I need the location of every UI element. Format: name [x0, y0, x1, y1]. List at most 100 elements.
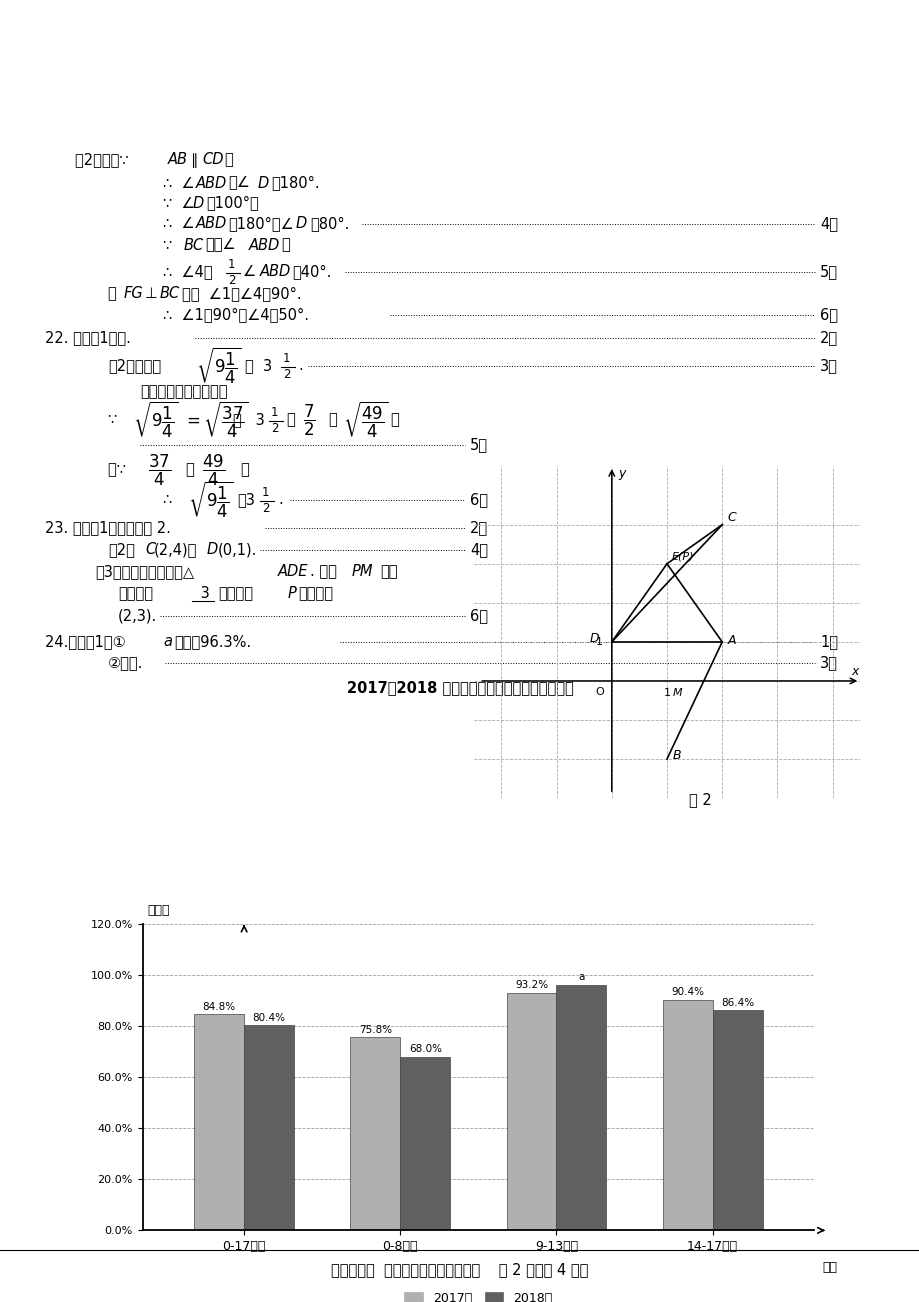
Text: ＝: ＝ [328, 413, 336, 427]
Text: ，: ， [280, 237, 289, 253]
Text: $\dfrac{7}{2}$: $\dfrac{7}{2}$ [302, 402, 315, 437]
Text: 24.解：（1）①: 24.解：（1）① [45, 634, 135, 650]
Text: $\sqrt{9\dfrac{1}{4}}$: $\sqrt{9\dfrac{1}{4}}$ [133, 400, 178, 440]
Text: 平分∠: 平分∠ [205, 237, 235, 253]
Text: （2）解：∵: （2）解：∵ [75, 152, 133, 168]
Text: 6分: 6分 [470, 492, 487, 508]
Text: $\sqrt{9\dfrac{1}{4}}$: $\sqrt{9\dfrac{1}{4}}$ [187, 479, 233, 521]
Text: ，: ， [223, 152, 233, 168]
Text: ABD: ABD [249, 237, 280, 253]
Text: O: O [595, 687, 604, 697]
Text: $\dfrac{37}{4}$: $\dfrac{37}{4}$ [148, 452, 171, 488]
Text: E(P): E(P) [671, 552, 693, 562]
Legend: 2017年, 2018年: 2017年, 2018年 [399, 1286, 557, 1302]
Text: ＝80°.: ＝80°. [310, 216, 349, 232]
Text: 5分: 5分 [819, 264, 837, 280]
Text: (0,1).: (0,1). [218, 543, 257, 557]
Text: 93.2%: 93.2% [515, 980, 548, 991]
Text: 4分: 4分 [819, 216, 837, 232]
Text: BC: BC [184, 237, 204, 253]
Text: ，   3: ， 3 [233, 413, 265, 427]
Text: 七年级期末  数学试卷答案及评分参考    第 2 页（共 4 页）: 七年级期末 数学试卷答案及评分参考 第 2 页（共 4 页） [331, 1263, 588, 1277]
Text: （2）结论：: （2）结论： [108, 358, 161, 374]
Text: 1: 1 [663, 689, 670, 698]
Text: $=\sqrt{\dfrac{37}{4}}$: $=\sqrt{\dfrac{37}{4}}$ [183, 400, 249, 440]
Text: (2,3).: (2,3). [118, 608, 157, 624]
Text: 2: 2 [271, 423, 278, 435]
Bar [400, 1057, 449, 1230]
Text: a: a [163, 634, 172, 650]
Text: x: x [850, 665, 857, 677]
Text: ②补图.: ②补图. [108, 655, 143, 671]
Bar [662, 1000, 712, 1230]
Text: ∠: ∠ [243, 264, 255, 280]
Text: $\sqrt{\dfrac{49}{4}}$: $\sqrt{\dfrac{49}{4}}$ [343, 400, 388, 440]
Text: 3: 3 [196, 586, 214, 602]
Text: 2: 2 [228, 275, 235, 288]
Text: C: C [145, 543, 155, 557]
Text: ∴: ∴ [163, 492, 181, 508]
Text: M: M [672, 689, 681, 698]
Text: ADE: ADE [278, 565, 308, 579]
Text: ，: ， [240, 462, 248, 478]
Text: （3）画出符合题意的△: （3）画出符合题意的△ [95, 565, 194, 579]
Text: ∴  ∠1＝90°－∠4＝50°.: ∴ ∠1＝90°－∠4＝50°. [163, 307, 309, 323]
Text: 2分: 2分 [470, 521, 488, 535]
Bar [350, 1038, 400, 1230]
Text: ∥: ∥ [190, 152, 198, 168]
Text: 1: 1 [271, 405, 278, 418]
Text: 80.4%: 80.4% [253, 1013, 285, 1023]
Text: 4分: 4分 [470, 543, 487, 557]
Text: ∴  ∠: ∴ ∠ [163, 176, 195, 190]
Text: AB: AB [168, 152, 187, 168]
Text: ＜: ＜ [185, 462, 194, 478]
Text: D: D [207, 543, 218, 557]
Text: ＋∠: ＋∠ [228, 176, 250, 190]
Text: ∴  ∠: ∴ ∠ [163, 216, 195, 232]
Text: $\dfrac{49}{4}$: $\dfrac{49}{4}$ [202, 452, 225, 488]
Text: 年龄: 年龄 [821, 1260, 836, 1273]
Text: 22. 解：（1）二.: 22. 解：（1）二. [45, 331, 130, 345]
Bar [506, 992, 556, 1230]
Text: 2分: 2分 [819, 331, 837, 345]
Text: 5分: 5分 [470, 437, 487, 453]
Text: 23. 解：（1）画图见图 2.: 23. 解：（1）画图见图 2. [45, 521, 171, 535]
Text: BC: BC [160, 286, 180, 302]
Text: 最大值为: 最大值为 [118, 586, 153, 602]
Text: ∵  ∠: ∵ ∠ [163, 195, 195, 211]
Text: 由: 由 [108, 286, 121, 302]
Text: 75.8%: 75.8% [358, 1025, 391, 1035]
Text: ＜3: ＜3 [237, 492, 255, 508]
Text: ＝40°.: ＝40°. [291, 264, 331, 280]
Text: .: . [278, 492, 282, 508]
Text: P: P [288, 586, 297, 602]
Text: $\sqrt{9\dfrac{1}{4}}$: $\sqrt{9\dfrac{1}{4}}$ [196, 346, 242, 387]
Text: 百分比: 百分比 [147, 904, 170, 917]
Text: 1: 1 [228, 258, 235, 271]
Text: D: D [589, 631, 599, 644]
Text: 68.0%: 68.0% [408, 1044, 441, 1055]
Text: 2: 2 [262, 503, 269, 516]
Text: .: . [298, 358, 302, 374]
Text: 判断方法不唯一，如：: 判断方法不唯一，如： [140, 384, 227, 400]
Text: a: a [578, 973, 584, 982]
Text: 1: 1 [283, 352, 290, 365]
Text: 6分: 6分 [819, 307, 837, 323]
Text: ，: ， [390, 413, 398, 427]
Text: ＝: ＝ [286, 413, 294, 427]
Text: ∴  ∠4＝: ∴ ∠4＝ [163, 264, 212, 280]
Text: ，相应点: ，相应点 [218, 586, 253, 602]
Text: A: A [727, 634, 735, 647]
Text: 3分: 3分 [819, 358, 837, 374]
Text: y: y [618, 467, 625, 480]
Text: 的值为96.3%.: 的值为96.3%. [174, 634, 251, 650]
Text: D: D [193, 195, 204, 211]
Text: 图 2: 图 2 [688, 793, 710, 807]
Text: 1分: 1分 [819, 634, 837, 650]
Text: 长的: 长的 [380, 565, 397, 579]
Text: ABD: ABD [196, 216, 227, 232]
Text: CD: CD [202, 152, 223, 168]
Text: 3分: 3分 [819, 655, 837, 671]
Text: ABD: ABD [196, 176, 227, 190]
Text: ∵: ∵ [163, 237, 181, 253]
